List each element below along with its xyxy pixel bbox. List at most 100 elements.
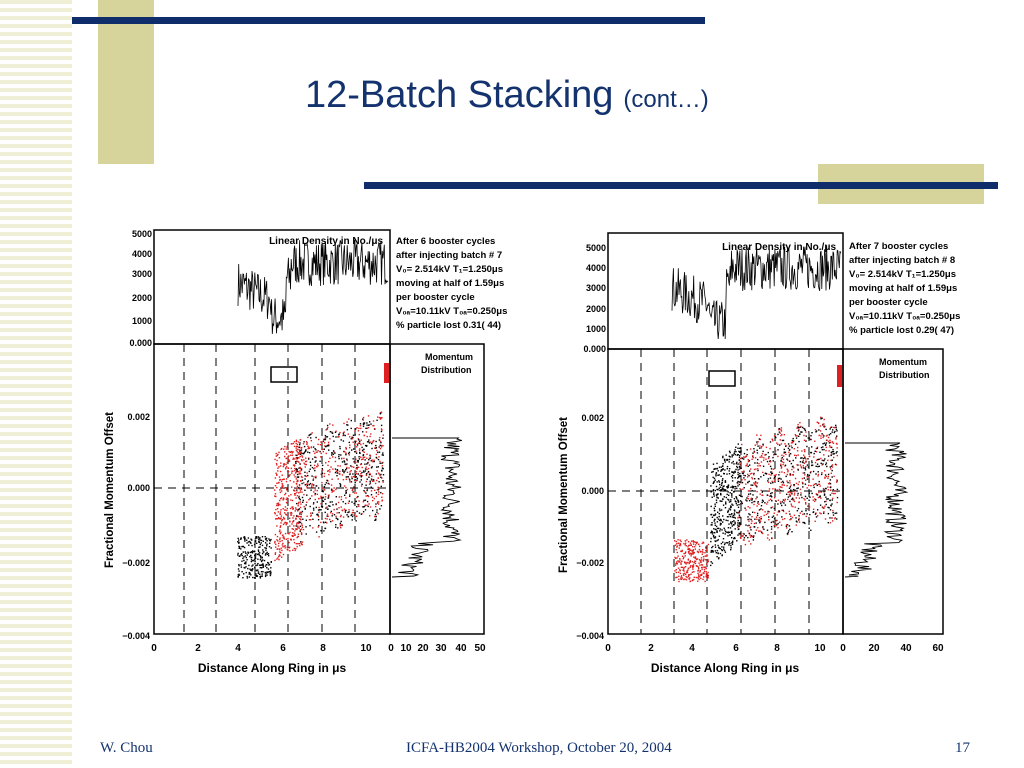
particle-dot bbox=[815, 493, 817, 495]
particle-dot bbox=[317, 443, 319, 446]
particle-dot bbox=[731, 471, 733, 473]
particle-dot bbox=[251, 544, 253, 547]
particle-dot bbox=[345, 486, 347, 489]
particle-dot bbox=[377, 477, 379, 479]
particle-dot bbox=[737, 482, 739, 485]
particle-dot bbox=[295, 460, 298, 462]
particle-dot bbox=[705, 571, 707, 573]
particle-dot bbox=[740, 535, 743, 537]
particle-dot bbox=[285, 448, 287, 450]
particle-dot bbox=[711, 531, 713, 533]
particle-dot bbox=[712, 545, 714, 548]
particle-dot bbox=[714, 536, 717, 538]
particle-dot bbox=[836, 447, 838, 449]
particle-dot bbox=[365, 427, 367, 429]
particle-dot bbox=[790, 503, 792, 505]
particle-dot bbox=[700, 577, 702, 580]
info-line: V₀= 2.514kV T₁=1.250μs bbox=[849, 269, 956, 280]
particle-dot bbox=[280, 515, 283, 517]
phase-space-panel: 0.002 0.000 −0.002 −0.004 Fractional Mom… bbox=[104, 343, 391, 675]
particle-dot bbox=[753, 522, 756, 525]
particle-dot bbox=[278, 548, 280, 550]
particle-dot bbox=[237, 552, 239, 555]
particle-dot bbox=[802, 486, 804, 488]
particle-dot bbox=[289, 531, 291, 534]
particle-dot bbox=[687, 541, 690, 543]
particle-dot bbox=[262, 566, 264, 568]
particle-dot bbox=[238, 555, 240, 557]
particle-dot bbox=[299, 463, 301, 465]
particle-dot bbox=[254, 560, 256, 563]
particle-dot bbox=[751, 458, 753, 460]
particle-dot bbox=[831, 464, 834, 466]
particle-dot bbox=[811, 464, 814, 466]
particle-dot bbox=[756, 482, 758, 484]
particle-dot bbox=[377, 486, 379, 489]
particle-dot bbox=[367, 471, 369, 474]
particle-dot bbox=[822, 463, 824, 465]
particle-dot bbox=[353, 486, 355, 488]
particle-dot bbox=[292, 528, 294, 530]
particle-dot bbox=[829, 499, 831, 501]
particle-dot bbox=[771, 500, 773, 502]
particle-dot bbox=[329, 469, 331, 471]
particle-dot bbox=[806, 508, 809, 510]
particle-dot bbox=[302, 443, 305, 445]
particle-dot bbox=[371, 479, 373, 481]
particle-dot bbox=[367, 427, 370, 429]
particle-dot bbox=[726, 473, 728, 475]
particle-dot bbox=[266, 545, 268, 547]
particle-dot bbox=[820, 435, 822, 437]
particle-dot bbox=[810, 438, 812, 441]
particle-dot bbox=[778, 471, 781, 473]
particle-dot bbox=[737, 471, 739, 474]
particle-dot bbox=[362, 470, 365, 472]
particle-dot bbox=[699, 545, 701, 548]
particle-dot bbox=[258, 564, 261, 566]
particle-dot bbox=[737, 519, 739, 522]
particle-dot bbox=[324, 434, 327, 437]
particle-dot bbox=[693, 576, 695, 578]
particle-dot bbox=[357, 438, 359, 440]
particle-dot bbox=[727, 516, 729, 518]
particle-dot bbox=[265, 537, 268, 539]
particle-dot bbox=[827, 486, 829, 488]
particle-dot bbox=[350, 427, 352, 430]
particle-dot bbox=[333, 508, 335, 511]
particle-dot bbox=[373, 497, 375, 500]
particle-dot bbox=[739, 537, 742, 539]
particle-dot bbox=[297, 471, 299, 473]
particle-dot bbox=[286, 546, 289, 548]
particle-dot bbox=[337, 465, 339, 467]
particle-dot bbox=[747, 459, 749, 461]
particle-dot bbox=[815, 473, 817, 475]
particle-dot bbox=[298, 508, 301, 510]
red-marker bbox=[837, 365, 842, 387]
particle-dot bbox=[330, 520, 332, 523]
particle-dot bbox=[788, 510, 790, 513]
particle-dot bbox=[798, 519, 800, 521]
particle-dot bbox=[724, 542, 726, 544]
particle-dot bbox=[767, 481, 770, 484]
particle-dot bbox=[267, 571, 269, 573]
particle-dot bbox=[341, 509, 343, 511]
particle-dot bbox=[247, 537, 250, 539]
particle-dot bbox=[743, 471, 745, 473]
particle-dot bbox=[687, 548, 690, 550]
particle-dot bbox=[767, 457, 770, 460]
particle-dot bbox=[315, 436, 317, 439]
particle-dot bbox=[822, 506, 824, 509]
particle-dot bbox=[719, 524, 722, 526]
particle-dot bbox=[831, 517, 833, 519]
particle-dot bbox=[691, 565, 694, 567]
particle-dot bbox=[740, 501, 743, 503]
particle-dot bbox=[732, 471, 734, 474]
particle-dot bbox=[325, 507, 327, 509]
particle-dot bbox=[300, 468, 303, 470]
particle-dot bbox=[700, 559, 703, 561]
particle-dot bbox=[836, 451, 838, 453]
particle-dot bbox=[727, 491, 729, 493]
particle-dot bbox=[285, 453, 288, 455]
particle-dot bbox=[729, 492, 731, 494]
particle-dot bbox=[754, 478, 756, 480]
